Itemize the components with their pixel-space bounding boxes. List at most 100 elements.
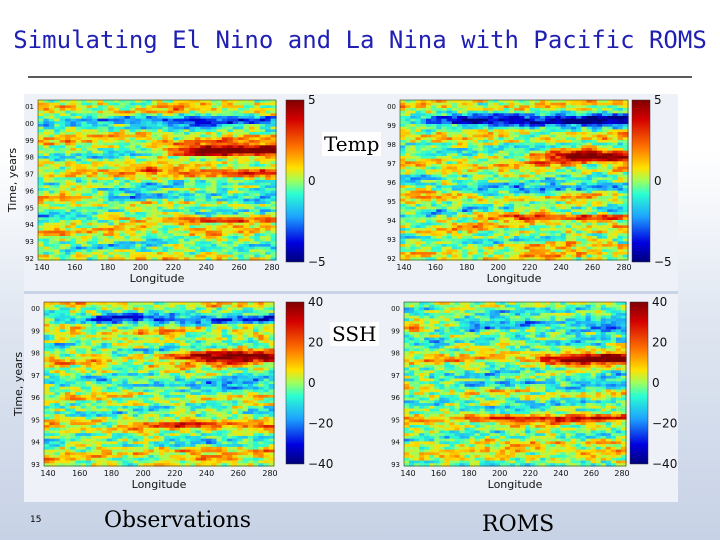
temp-observations-cell [157,118,164,122]
temp-observations-cell [38,153,45,157]
temp-observations-cell [157,206,164,210]
temp-roms-cell [571,102,577,106]
temp-observations-cell [75,198,82,202]
temp-observations-cell [270,140,277,144]
temp-roms-cell [410,196,417,200]
temp-roms-cell [498,161,505,165]
temp-roms-cell [467,124,474,128]
temp-observations-cell [86,137,93,141]
temp-observations-cell [92,164,99,168]
temp-roms-cell [596,236,603,240]
temp-roms-cell [467,105,474,109]
temp-roms-cell [596,198,603,202]
temp-roms-cell [472,164,479,168]
temp-observations-cell [232,180,239,184]
temp-observations-cell [270,217,277,221]
temp-observations-cell [243,142,250,146]
temp-roms-cell [539,121,546,125]
temp-observations-cell [167,225,174,229]
temp-roms-cell [488,105,494,109]
temp-observations-cell [243,137,250,141]
temp-roms-cell [565,140,572,144]
temp-observations-cell [146,116,153,120]
temp-observations-cell [124,204,131,208]
temp-roms-cell [477,137,484,141]
temp-observations-cell [238,110,245,114]
temp-roms-cell [410,100,417,104]
temp-observations-cell [140,134,147,138]
temp-observations-cell [70,105,77,109]
temp-observations-cell [124,252,131,256]
temp-observations-cell [211,140,218,144]
temp-roms-cell [514,140,520,144]
temp-observations-cell [119,257,126,261]
temp-observations-cell [211,182,218,186]
temp-observations-cell [227,246,234,250]
temp-observations-cell [135,228,142,232]
temp-observations-cell [151,244,158,248]
temp-observations-cell [238,236,245,240]
temp-roms-cell [612,230,619,234]
temp-roms-cell [498,118,505,122]
temp-observations-cell [102,241,109,245]
temp-observations-cell [248,249,255,253]
temp-roms-cell [539,177,546,181]
temp-roms-cell [571,230,577,234]
temp-observations-cell [38,236,45,240]
temp-observations-cell [146,228,153,232]
temp-roms-cell [514,161,520,165]
temp-observations-cell [119,140,126,144]
temp-roms-cell [576,238,582,242]
temp-roms-cell [410,180,417,184]
temp-observations-cell [102,249,109,253]
temp-roms-cell [425,180,432,184]
temp-observations-cell [43,118,50,122]
temp-roms-cell [596,228,603,232]
temp-roms-cell [415,126,422,130]
temp-roms-cell [425,230,432,234]
temp-roms-cell [519,137,525,141]
temp-observations-cell [75,137,82,141]
temp-observations-cell [178,108,185,112]
temp-observations-cell [189,100,196,104]
temp-observations-cell [124,100,131,104]
temp-observations-cell [221,142,228,146]
temp-observations-cell [232,206,239,210]
temp-roms-cell [477,188,484,192]
temp-observations-cell [124,118,131,122]
temp-observations-cell [119,142,126,146]
temp-observations-cell [113,217,120,221]
temp-roms-cell [405,140,411,144]
temp-observations-xtick-label: 280 [264,263,279,272]
temp-observations-cell [124,174,131,178]
temp-observations-cell [184,206,191,210]
temp-observations-cell [113,169,120,173]
temp-roms-cell [467,228,474,232]
temp-roms-cell [400,118,406,122]
temp-roms-cell [477,236,484,240]
temp-roms-cell [425,172,432,176]
temp-observations-cell [232,108,239,112]
temp-observations-cell [48,126,55,130]
temp-observations-cell [54,156,61,160]
temp-observations-cell [259,118,266,122]
temp-roms-cell [534,214,541,218]
temp-observations-cell [200,116,207,120]
temp-observations-cell [216,156,223,160]
temp-observations-cell [81,228,88,232]
temp-roms-cell [612,110,619,114]
temp-observations-cell [59,201,66,205]
temp-observations-cell [232,161,239,165]
temp-roms-cell [451,201,458,205]
temp-observations-cell [97,257,104,261]
temp-observations-cell [167,193,174,197]
temp-observations-cell [124,156,131,160]
temp-observations-cell [65,214,72,218]
temp-roms-cell [425,238,432,242]
temp-roms-cell [591,230,598,234]
temp-observations-cell [135,217,142,221]
temp-roms-cell [565,148,572,152]
temp-roms-cell [472,108,479,112]
temp-observations-cell [43,110,50,114]
temp-observations-cell [265,134,272,138]
